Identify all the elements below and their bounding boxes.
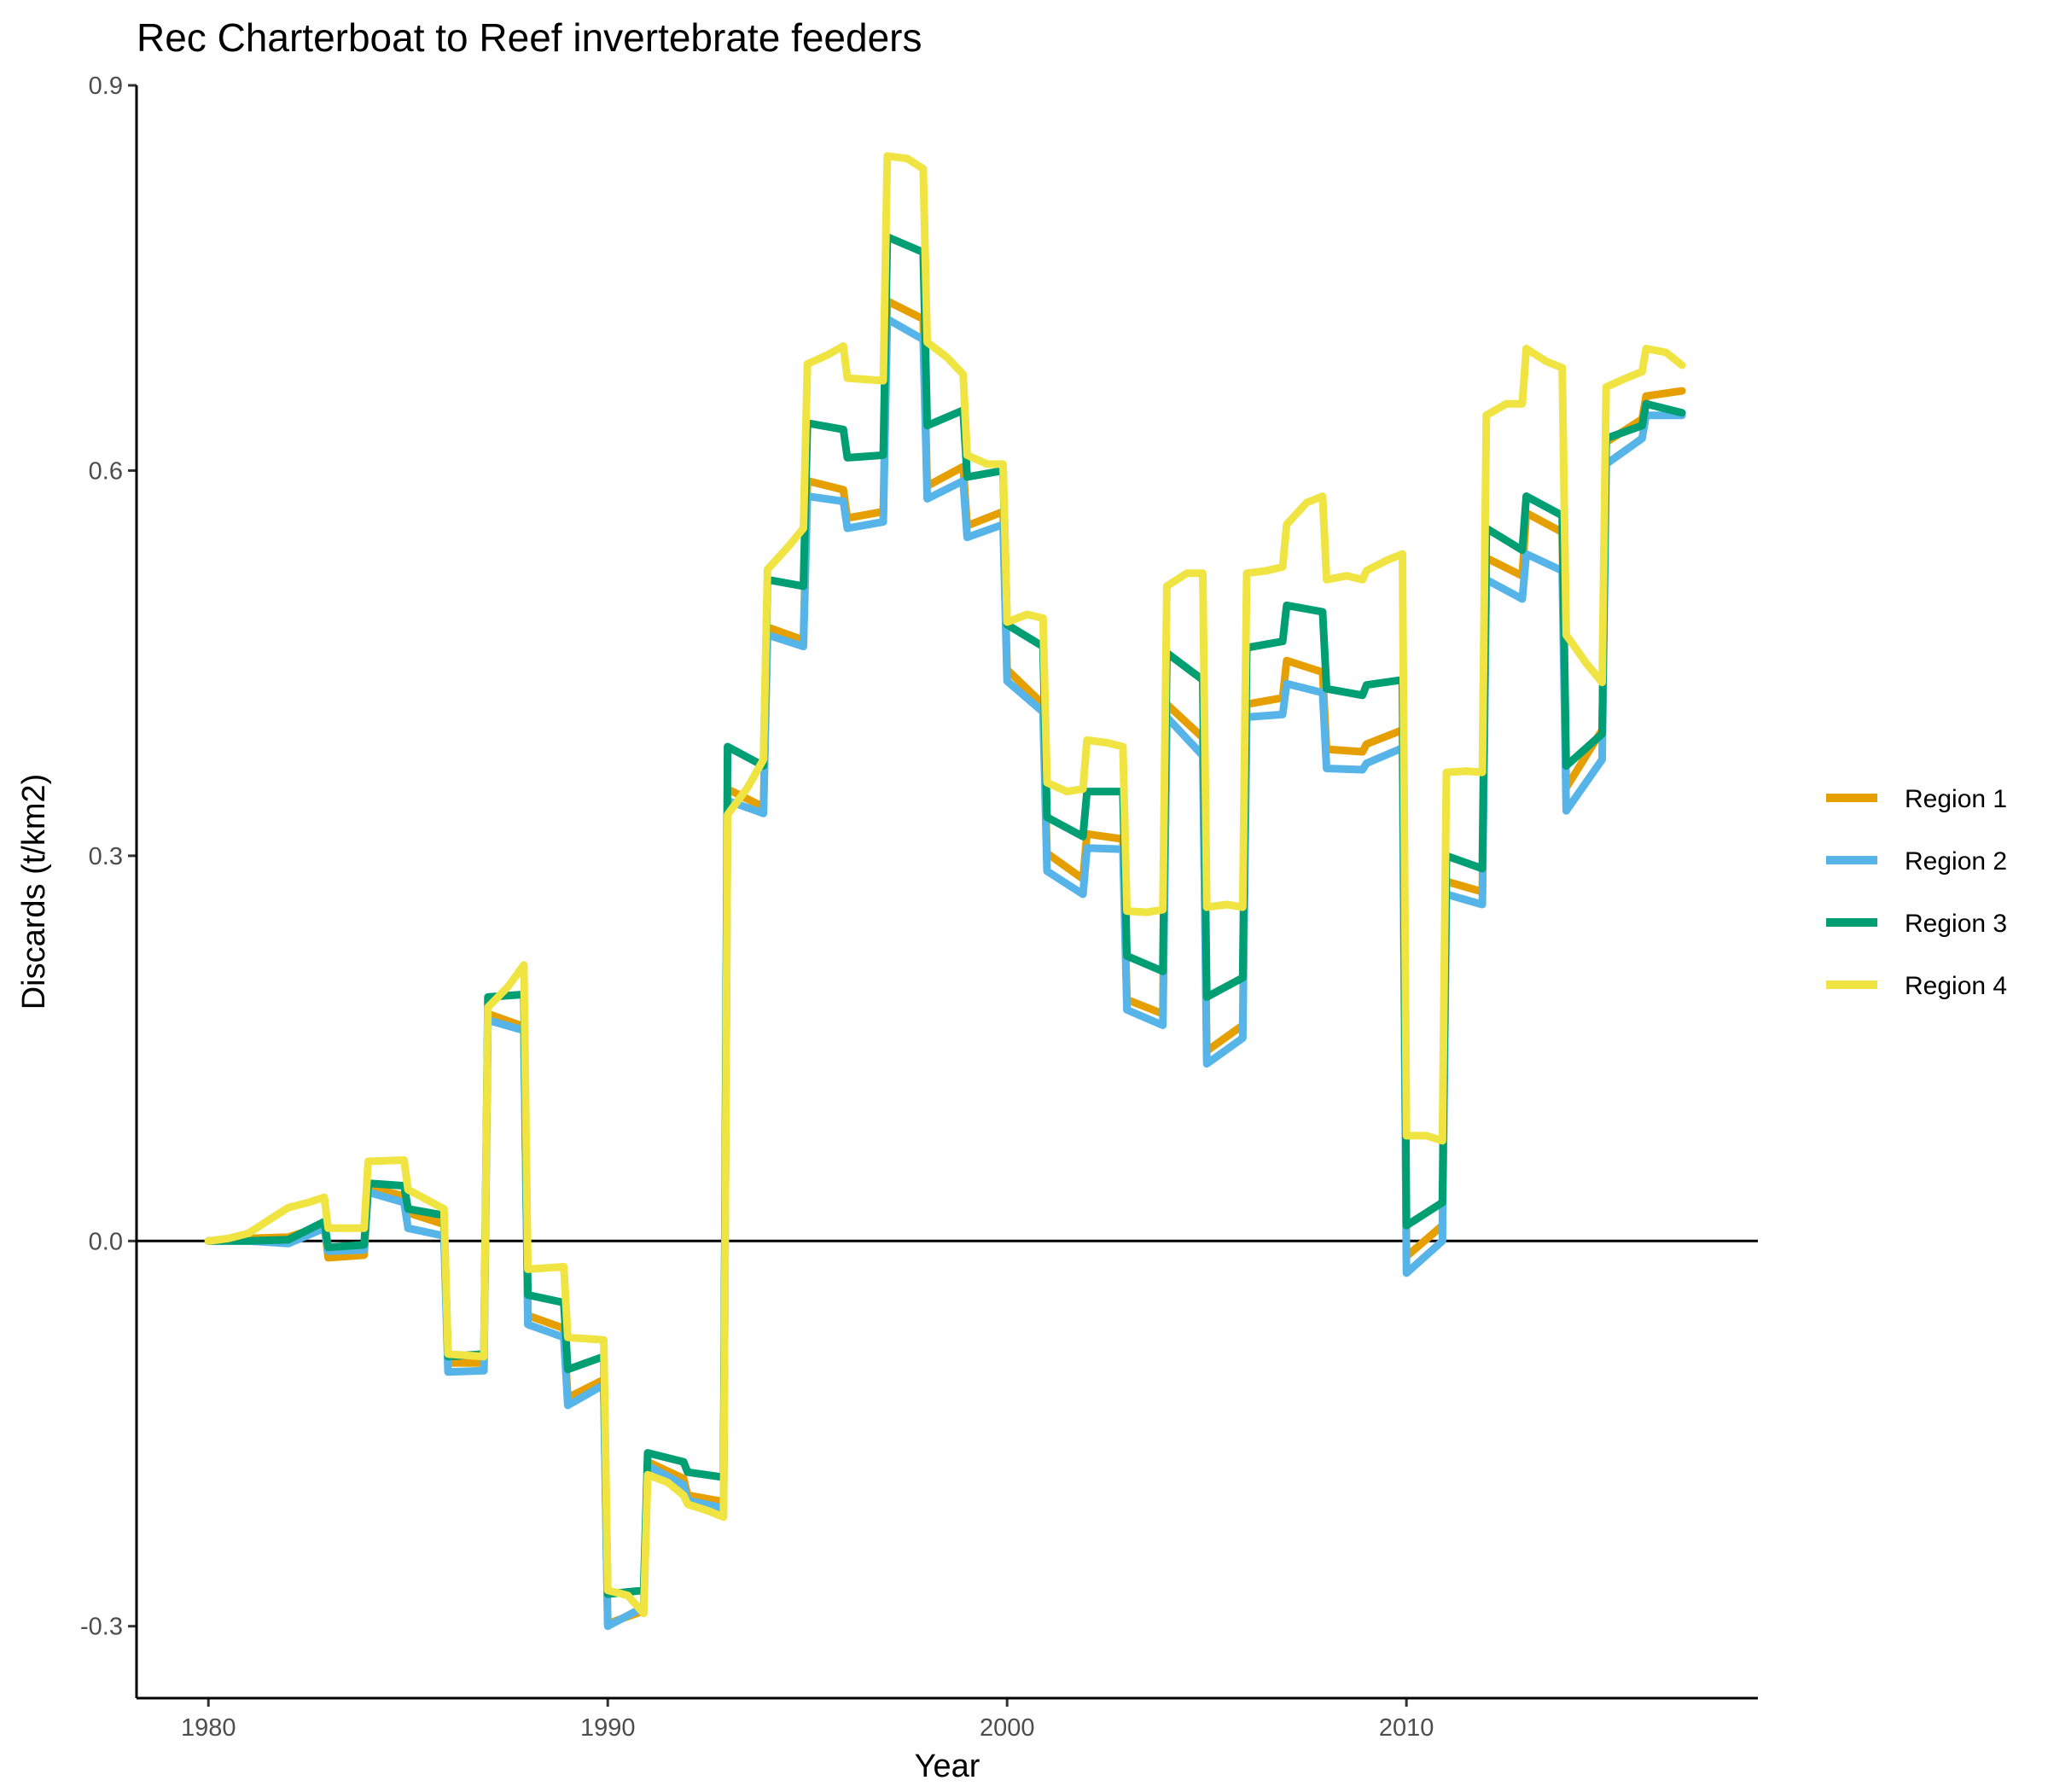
x-tick-label: 1980 xyxy=(181,1714,236,1742)
x-axis-title: Year xyxy=(915,1748,980,1784)
series-line-region-2 xyxy=(204,315,1686,1631)
series-line-region-3 xyxy=(204,233,1686,1598)
y-tick-label: 0.6 xyxy=(89,457,123,485)
y-tick-label: 0.9 xyxy=(89,73,123,100)
x-tick-label: 2000 xyxy=(980,1714,1035,1742)
series-lines xyxy=(204,152,1686,1631)
y-tick-label: -0.3 xyxy=(80,1614,123,1641)
series-line-region-4 xyxy=(204,152,1686,1618)
y-tick-label: 0.3 xyxy=(89,843,123,870)
legend-label-region-2: Region 2 xyxy=(1905,847,2007,876)
y-tick-label: 0.0 xyxy=(89,1228,123,1255)
series-line-region-1 xyxy=(204,297,1686,1628)
y-axis-ticks: -0.3 0.0 0.3 0.6 0.9 xyxy=(80,73,137,1641)
legend-label-region-4: Region 4 xyxy=(1905,972,2007,1000)
chart-title: Rec Charterboat to Reef invertebrate fee… xyxy=(137,15,922,60)
x-tick-label: 2010 xyxy=(1379,1714,1434,1742)
legend-label-region-3: Region 3 xyxy=(1905,910,2007,938)
legend-label-region-1: Region 1 xyxy=(1905,785,2007,813)
y-axis-title: Discards (t/km2) xyxy=(16,774,52,1010)
x-axis-ticks: 1980 1990 2000 2010 xyxy=(181,1698,1434,1742)
x-tick-label: 1990 xyxy=(580,1714,636,1742)
legend: Region 1 Region 2 Region 3 Region 4 xyxy=(1826,785,2007,1000)
